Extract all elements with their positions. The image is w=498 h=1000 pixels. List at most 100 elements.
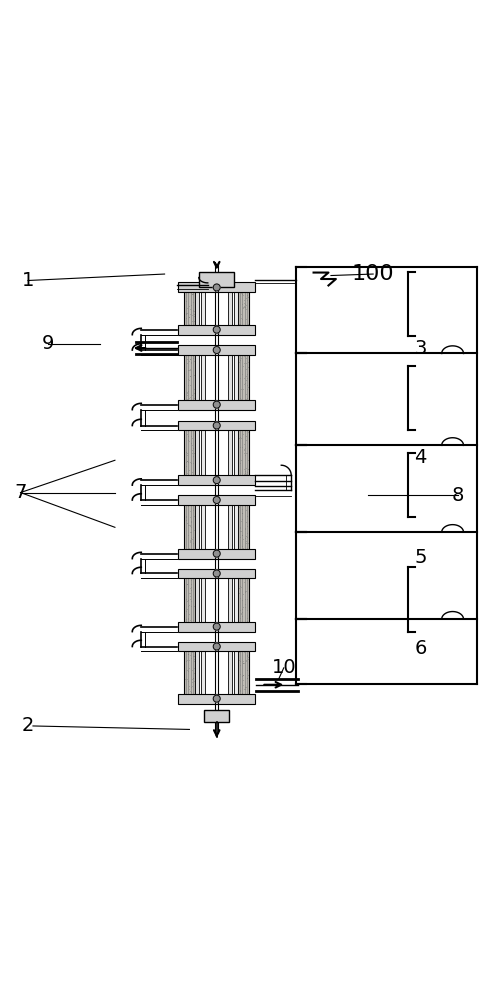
Point <box>183 541 191 557</box>
Point <box>238 681 246 697</box>
Point <box>243 462 251 478</box>
Point <box>242 352 249 368</box>
Point <box>241 575 249 591</box>
Point <box>186 446 194 462</box>
Point <box>237 579 245 595</box>
Point <box>242 504 249 520</box>
Bar <box>178 421 255 430</box>
Point <box>190 663 198 679</box>
Point <box>236 666 244 682</box>
Point <box>189 394 197 410</box>
Point <box>182 419 190 435</box>
Bar <box>228 500 232 554</box>
Point <box>235 615 243 631</box>
Bar <box>195 500 199 554</box>
Point <box>237 615 245 631</box>
Circle shape <box>213 284 220 291</box>
Point <box>243 311 250 327</box>
Point <box>243 443 251 459</box>
Point <box>239 466 247 482</box>
Bar <box>195 647 199 699</box>
Text: 5: 5 <box>414 548 427 567</box>
Point <box>240 567 248 583</box>
Point <box>239 516 247 532</box>
Point <box>241 643 249 659</box>
Point <box>182 646 190 662</box>
Point <box>182 431 190 447</box>
Point <box>235 577 243 593</box>
Point <box>237 463 245 479</box>
Point <box>186 360 194 376</box>
Point <box>190 302 198 318</box>
Point <box>188 612 196 628</box>
Point <box>238 510 246 526</box>
Point <box>241 667 249 683</box>
Point <box>240 592 248 608</box>
Point <box>240 301 248 317</box>
Point <box>240 441 248 457</box>
Point <box>238 373 246 389</box>
Bar <box>201 290 205 330</box>
Circle shape <box>213 347 220 353</box>
Point <box>237 372 245 388</box>
Point <box>238 292 246 308</box>
Point <box>183 428 191 444</box>
Point <box>243 348 250 364</box>
Point <box>241 295 249 311</box>
Point <box>189 544 197 560</box>
Point <box>241 309 249 325</box>
Circle shape <box>213 623 220 630</box>
Point <box>187 313 195 329</box>
Point <box>189 356 197 372</box>
Bar <box>234 426 238 480</box>
Point <box>183 645 191 661</box>
Point <box>184 508 192 524</box>
Point <box>182 671 190 687</box>
Point <box>236 650 244 666</box>
Point <box>185 430 193 446</box>
Point <box>243 301 250 317</box>
Point <box>239 574 247 590</box>
Point <box>243 429 250 445</box>
Point <box>236 363 244 379</box>
Point <box>242 581 249 597</box>
Point <box>243 684 250 700</box>
Point <box>182 384 190 400</box>
Point <box>189 508 197 524</box>
Point <box>240 457 248 473</box>
Point <box>190 303 198 319</box>
Point <box>189 540 197 556</box>
Bar <box>238 290 249 330</box>
Point <box>240 421 248 437</box>
Point <box>240 685 248 701</box>
Point <box>239 612 247 628</box>
Point <box>190 522 198 538</box>
Bar <box>238 290 249 330</box>
Point <box>188 435 196 451</box>
Point <box>185 607 193 623</box>
Bar <box>184 500 195 554</box>
Point <box>184 572 192 588</box>
Point <box>188 515 196 531</box>
Bar <box>178 549 255 559</box>
Point <box>243 581 251 597</box>
Point <box>236 364 244 380</box>
Point <box>183 673 191 689</box>
Point <box>182 370 190 386</box>
Point <box>183 663 191 679</box>
Bar <box>184 647 195 699</box>
Point <box>183 372 191 388</box>
Bar <box>201 500 205 554</box>
Point <box>236 357 244 373</box>
Point <box>183 351 191 367</box>
Point <box>188 455 196 471</box>
Point <box>182 354 190 370</box>
Point <box>237 395 245 411</box>
Point <box>189 466 197 482</box>
Point <box>236 284 244 300</box>
Bar <box>234 350 238 405</box>
Point <box>243 471 250 487</box>
Circle shape <box>213 497 220 503</box>
Point <box>185 376 193 392</box>
Point <box>240 432 248 448</box>
